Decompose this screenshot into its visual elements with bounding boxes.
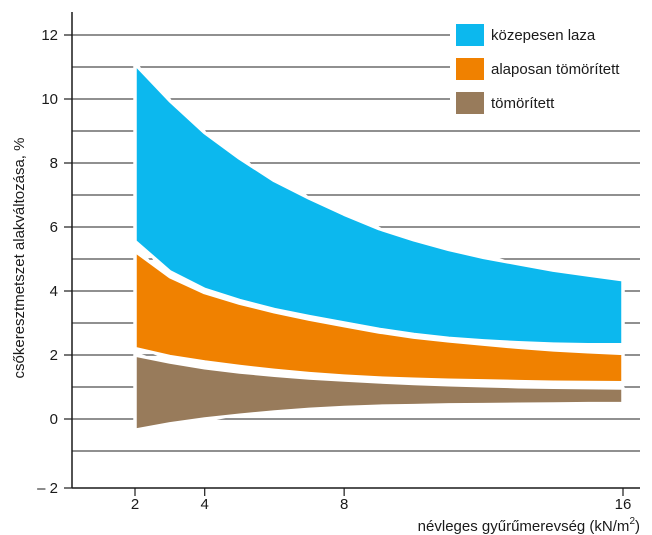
y-tick-label: 2 xyxy=(50,347,58,364)
y-tick-label: 10 xyxy=(41,91,58,108)
x-tick-labels: 2 4 8 16 xyxy=(131,488,632,513)
legend-label-1: közepesen laza xyxy=(491,27,596,44)
legend-label-3: tömörített xyxy=(491,95,555,112)
y-tick-label: 0 xyxy=(50,411,58,428)
x-axis-label-main: névleges gyűrűmerevség (kN/m xyxy=(418,518,630,535)
y-tick-label: 6 xyxy=(50,219,58,236)
x-tick-label: 8 xyxy=(340,496,348,513)
x-axis-label-superscript: 2 xyxy=(629,516,635,527)
area-band-3 xyxy=(133,353,625,432)
area-bands xyxy=(133,62,625,432)
x-tick-label: 4 xyxy=(201,496,209,513)
y-tick-label: – 2 xyxy=(37,480,58,497)
y-tick-label: 8 xyxy=(50,155,58,172)
x-tick-label: 2 xyxy=(131,496,139,513)
x-axis-label-close: ) xyxy=(635,518,640,535)
y-tick-label: 12 xyxy=(41,27,58,44)
y-tick-label: 4 xyxy=(50,283,58,300)
legend: közepesen laza alaposan tömörített tömörít… xyxy=(450,16,642,120)
axes xyxy=(71,12,640,489)
legend-swatch-2 xyxy=(456,58,484,80)
legend-swatch-3 xyxy=(456,92,484,114)
legend-label-2: alaposan tömörített xyxy=(491,61,620,78)
x-tick-label: 16 xyxy=(615,496,632,513)
area-band-2 xyxy=(133,249,625,385)
legend-swatch-1 xyxy=(456,24,484,46)
x-axis-label: névleges gyűrűmerevség (kN/m2) xyxy=(418,516,640,535)
y-tick-labels: – 2 0 2 4 6 8 10 12 xyxy=(37,27,72,497)
area-band-1 xyxy=(133,62,625,347)
y-axis-label: csőkeresztmetszet alakváltozása, % xyxy=(11,138,28,379)
